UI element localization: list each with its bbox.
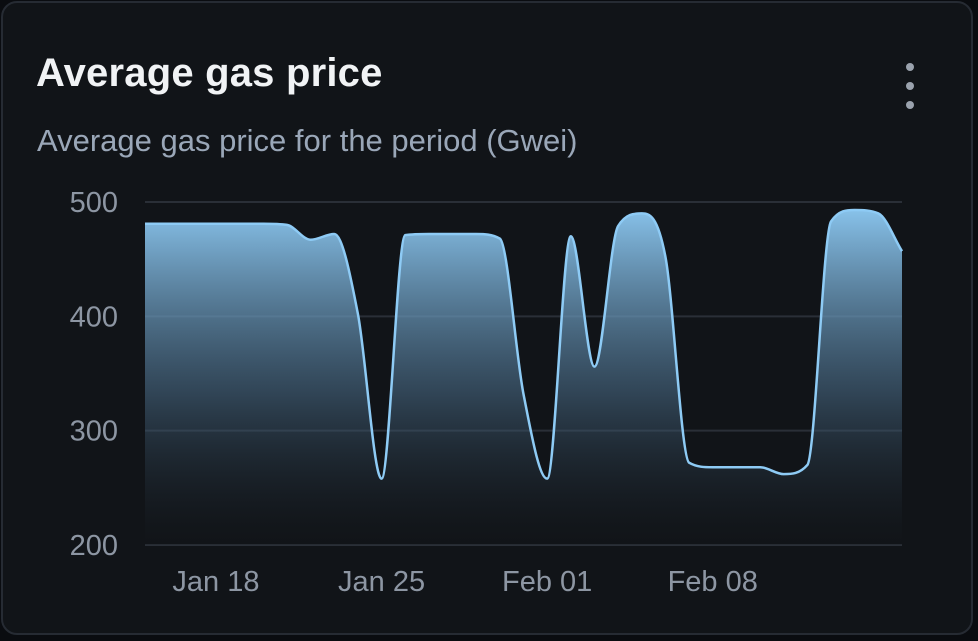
data-point[interactable] (470, 228, 482, 240)
data-point[interactable] (352, 308, 364, 320)
x-tick-label: Feb 01 (502, 566, 592, 598)
data-point[interactable] (305, 234, 317, 246)
data-point[interactable] (541, 473, 553, 485)
data-point[interactable] (376, 473, 388, 485)
x-tick-label: Jan 18 (172, 566, 259, 598)
data-point[interactable] (565, 230, 577, 242)
series-line (145, 208, 904, 480)
x-axis: Jan 18 Jan 25 Feb 01 Feb 08 (172, 566, 757, 598)
data-point[interactable] (636, 207, 648, 219)
data-point[interactable] (659, 251, 671, 263)
data-point[interactable] (707, 461, 719, 473)
data-point[interactable] (234, 218, 246, 230)
data-point[interactable] (518, 388, 530, 400)
data-point[interactable] (730, 461, 742, 473)
card-subtitle: Average gas price for the period (Gwei) (37, 123, 578, 158)
data-point[interactable] (281, 219, 293, 231)
data-point[interactable] (328, 228, 340, 240)
data-point[interactable] (612, 220, 624, 232)
area-layer (139, 204, 908, 545)
data-point[interactable] (872, 207, 884, 219)
data-point[interactable] (825, 215, 837, 227)
card-title: Average gas price (36, 51, 383, 95)
data-point[interactable] (896, 245, 908, 257)
data-point[interactable] (399, 229, 411, 241)
data-point[interactable] (683, 457, 695, 469)
data-point[interactable] (778, 468, 790, 480)
x-tick-label: Jan 25 (338, 566, 425, 598)
data-point[interactable] (494, 233, 506, 245)
data-point[interactable] (163, 218, 175, 230)
data-point[interactable] (447, 228, 459, 240)
more-vertical-icon[interactable] (893, 59, 927, 115)
y-tick-label: 200 (70, 530, 118, 562)
data-point[interactable] (257, 218, 269, 230)
data-point[interactable] (754, 461, 766, 473)
y-tick-label: 500 (70, 187, 118, 219)
data-point[interactable] (588, 361, 600, 373)
x-tick-label: Feb 08 (668, 566, 758, 598)
data-point[interactable] (210, 218, 222, 230)
data-point[interactable] (139, 218, 151, 230)
data-point[interactable] (849, 204, 861, 216)
y-axis: 200 300 400 500 (70, 187, 118, 562)
data-point[interactable] (801, 459, 813, 471)
data-point[interactable] (423, 228, 435, 240)
area-fill (145, 210, 902, 545)
data-point[interactable] (186, 218, 198, 230)
y-tick-label: 300 (70, 416, 118, 448)
y-tick-label: 400 (70, 301, 118, 333)
